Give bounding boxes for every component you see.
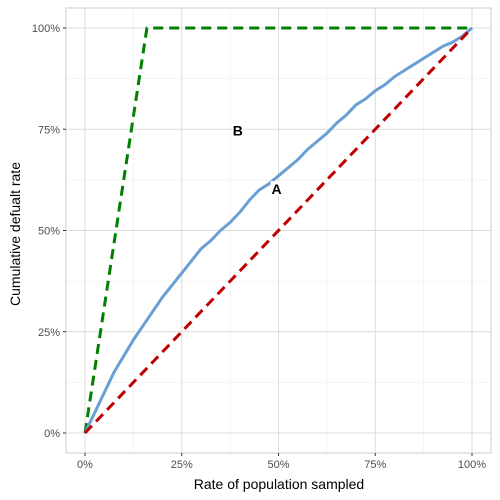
x-tick-label: 100% (458, 459, 486, 471)
annotation-label-bg (231, 122, 244, 138)
cumulative-default-curve-line (83, 26, 473, 434)
max-curve-line (83, 26, 472, 434)
x-tick-label: 0% (77, 459, 93, 471)
annotations: BA (231, 122, 283, 197)
tick-labels: 0% 25% 50% 75% 100% 0% 25% 50% 75% 100% (32, 23, 486, 471)
y-tick-label: 25% (38, 327, 60, 339)
x-tick-label: 50% (267, 459, 289, 471)
y-axis-title: Cumulative defualt rate (7, 162, 23, 306)
annotation-label-bg (270, 181, 283, 196)
x-tick-label: 75% (364, 459, 386, 471)
random-baseline-line (83, 26, 474, 435)
series-layer (83, 26, 474, 435)
annotation-label-a: A (272, 181, 282, 197)
y-tick-label: 0% (44, 428, 60, 440)
y-tick-label: 50% (38, 226, 60, 238)
y-tick-label: 75% (38, 124, 60, 136)
y-tick-label: 100% (32, 23, 60, 35)
annotation-label-b: B (233, 122, 243, 138)
x-tick-label: 25% (171, 459, 193, 471)
x-axis-title: Rate of population sampled (194, 476, 364, 492)
